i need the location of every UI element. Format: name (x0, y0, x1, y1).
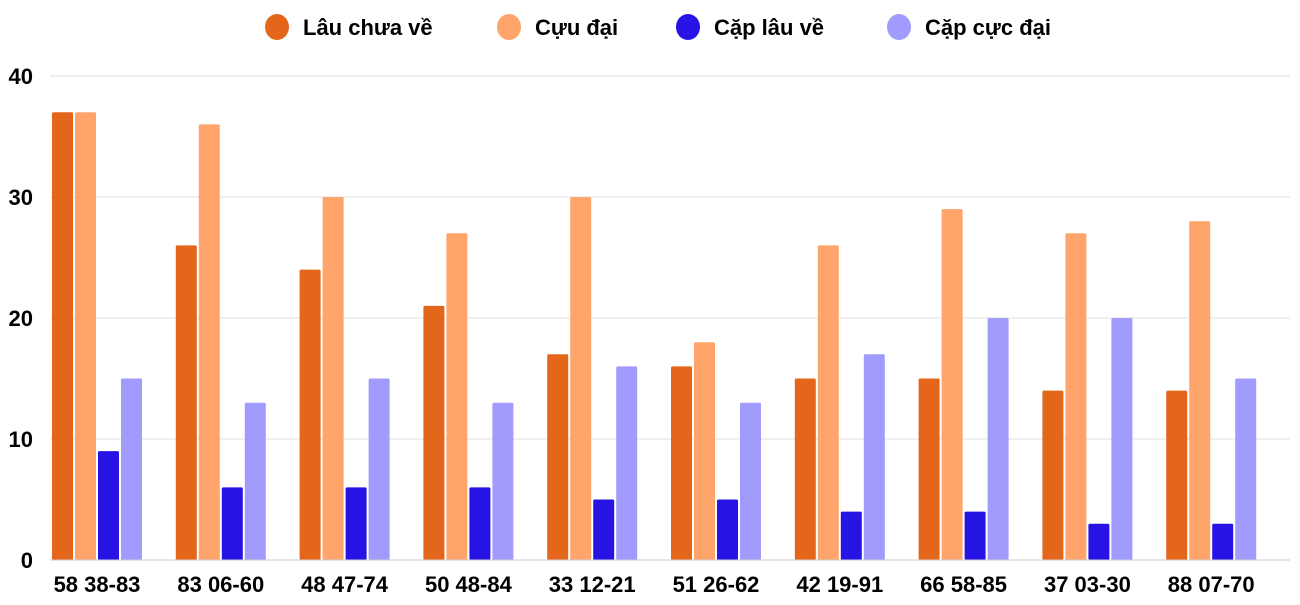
bar-3-1 (446, 233, 468, 561)
y-tick-label: 0 (21, 548, 33, 573)
legend-marker-1 (497, 14, 521, 40)
x-tick-label: 88 07-70 (1168, 572, 1255, 597)
x-tick-label: 66 58-85 (920, 572, 1007, 597)
bar-0-2 (98, 451, 119, 560)
y-tick-label: 40 (9, 64, 33, 89)
bar-0-3 (121, 378, 142, 560)
x-tick-label: 37 03-30 (1044, 572, 1131, 597)
bar-0-1 (75, 112, 96, 561)
bar-1-3 (244, 402, 266, 560)
bar-7-1 (941, 209, 963, 560)
bar-9-3 (1235, 378, 1257, 560)
bar-5-2 (717, 499, 738, 560)
bar-2-0 (299, 269, 321, 560)
bar-3-3 (492, 402, 514, 560)
legend-label: Lâu chưa về (303, 15, 433, 40)
bar-5-1 (694, 342, 715, 560)
legend-marker-3 (887, 14, 911, 40)
bar-4-2 (593, 499, 615, 560)
bar-7-2 (964, 511, 986, 560)
bar-9-2 (1212, 523, 1234, 560)
bar-8-0 (1042, 390, 1064, 560)
bar-9-0 (1166, 390, 1188, 560)
bar-4-3 (616, 366, 638, 560)
bar-5-0 (671, 366, 692, 560)
x-tick-label: 58 38-83 (54, 572, 141, 597)
legend-marker-0 (265, 14, 289, 40)
bar-2-2 (345, 487, 367, 560)
bar-3-0 (423, 305, 445, 560)
y-tick-label: 10 (9, 427, 33, 452)
bar-1-2 (221, 487, 243, 560)
bar-9-1 (1189, 221, 1211, 560)
bar-8-3 (1111, 318, 1133, 560)
x-tick-label: 33 12-21 (549, 572, 636, 597)
bar-6-3 (863, 354, 885, 560)
bar-1-1 (198, 124, 220, 561)
bar-6-0 (794, 378, 816, 560)
bar-6-1 (817, 245, 839, 560)
y-tick-label: 20 (9, 306, 33, 331)
bar-6-2 (840, 511, 862, 560)
bar-7-3 (987, 318, 1009, 560)
legend-label: Cặp lâu về (714, 15, 824, 40)
x-tick-label: 42 19-91 (796, 572, 883, 597)
legend-label: Cặp cực đại (925, 15, 1051, 40)
x-tick-label: 48 47-74 (301, 572, 389, 597)
y-tick-label: 30 (9, 185, 33, 210)
bar-8-1 (1065, 233, 1087, 561)
bar-2-3 (368, 378, 390, 560)
x-tick-label: 51 26-62 (673, 572, 760, 597)
legend-marker-2 (676, 14, 700, 40)
bar-3-2 (469, 487, 491, 560)
bar-2-1 (322, 197, 344, 560)
bar-0-0 (52, 112, 73, 561)
bar-7-0 (918, 378, 940, 560)
x-tick-label: 50 48-84 (425, 572, 513, 597)
bar-8-2 (1088, 523, 1110, 560)
legend-label: Cựu đại (535, 15, 618, 40)
bar-4-0 (547, 354, 569, 560)
x-tick-label: 83 06-60 (177, 572, 264, 597)
bar-5-3 (740, 402, 761, 560)
bar-4-1 (570, 197, 592, 560)
bar-1-0 (175, 245, 197, 560)
